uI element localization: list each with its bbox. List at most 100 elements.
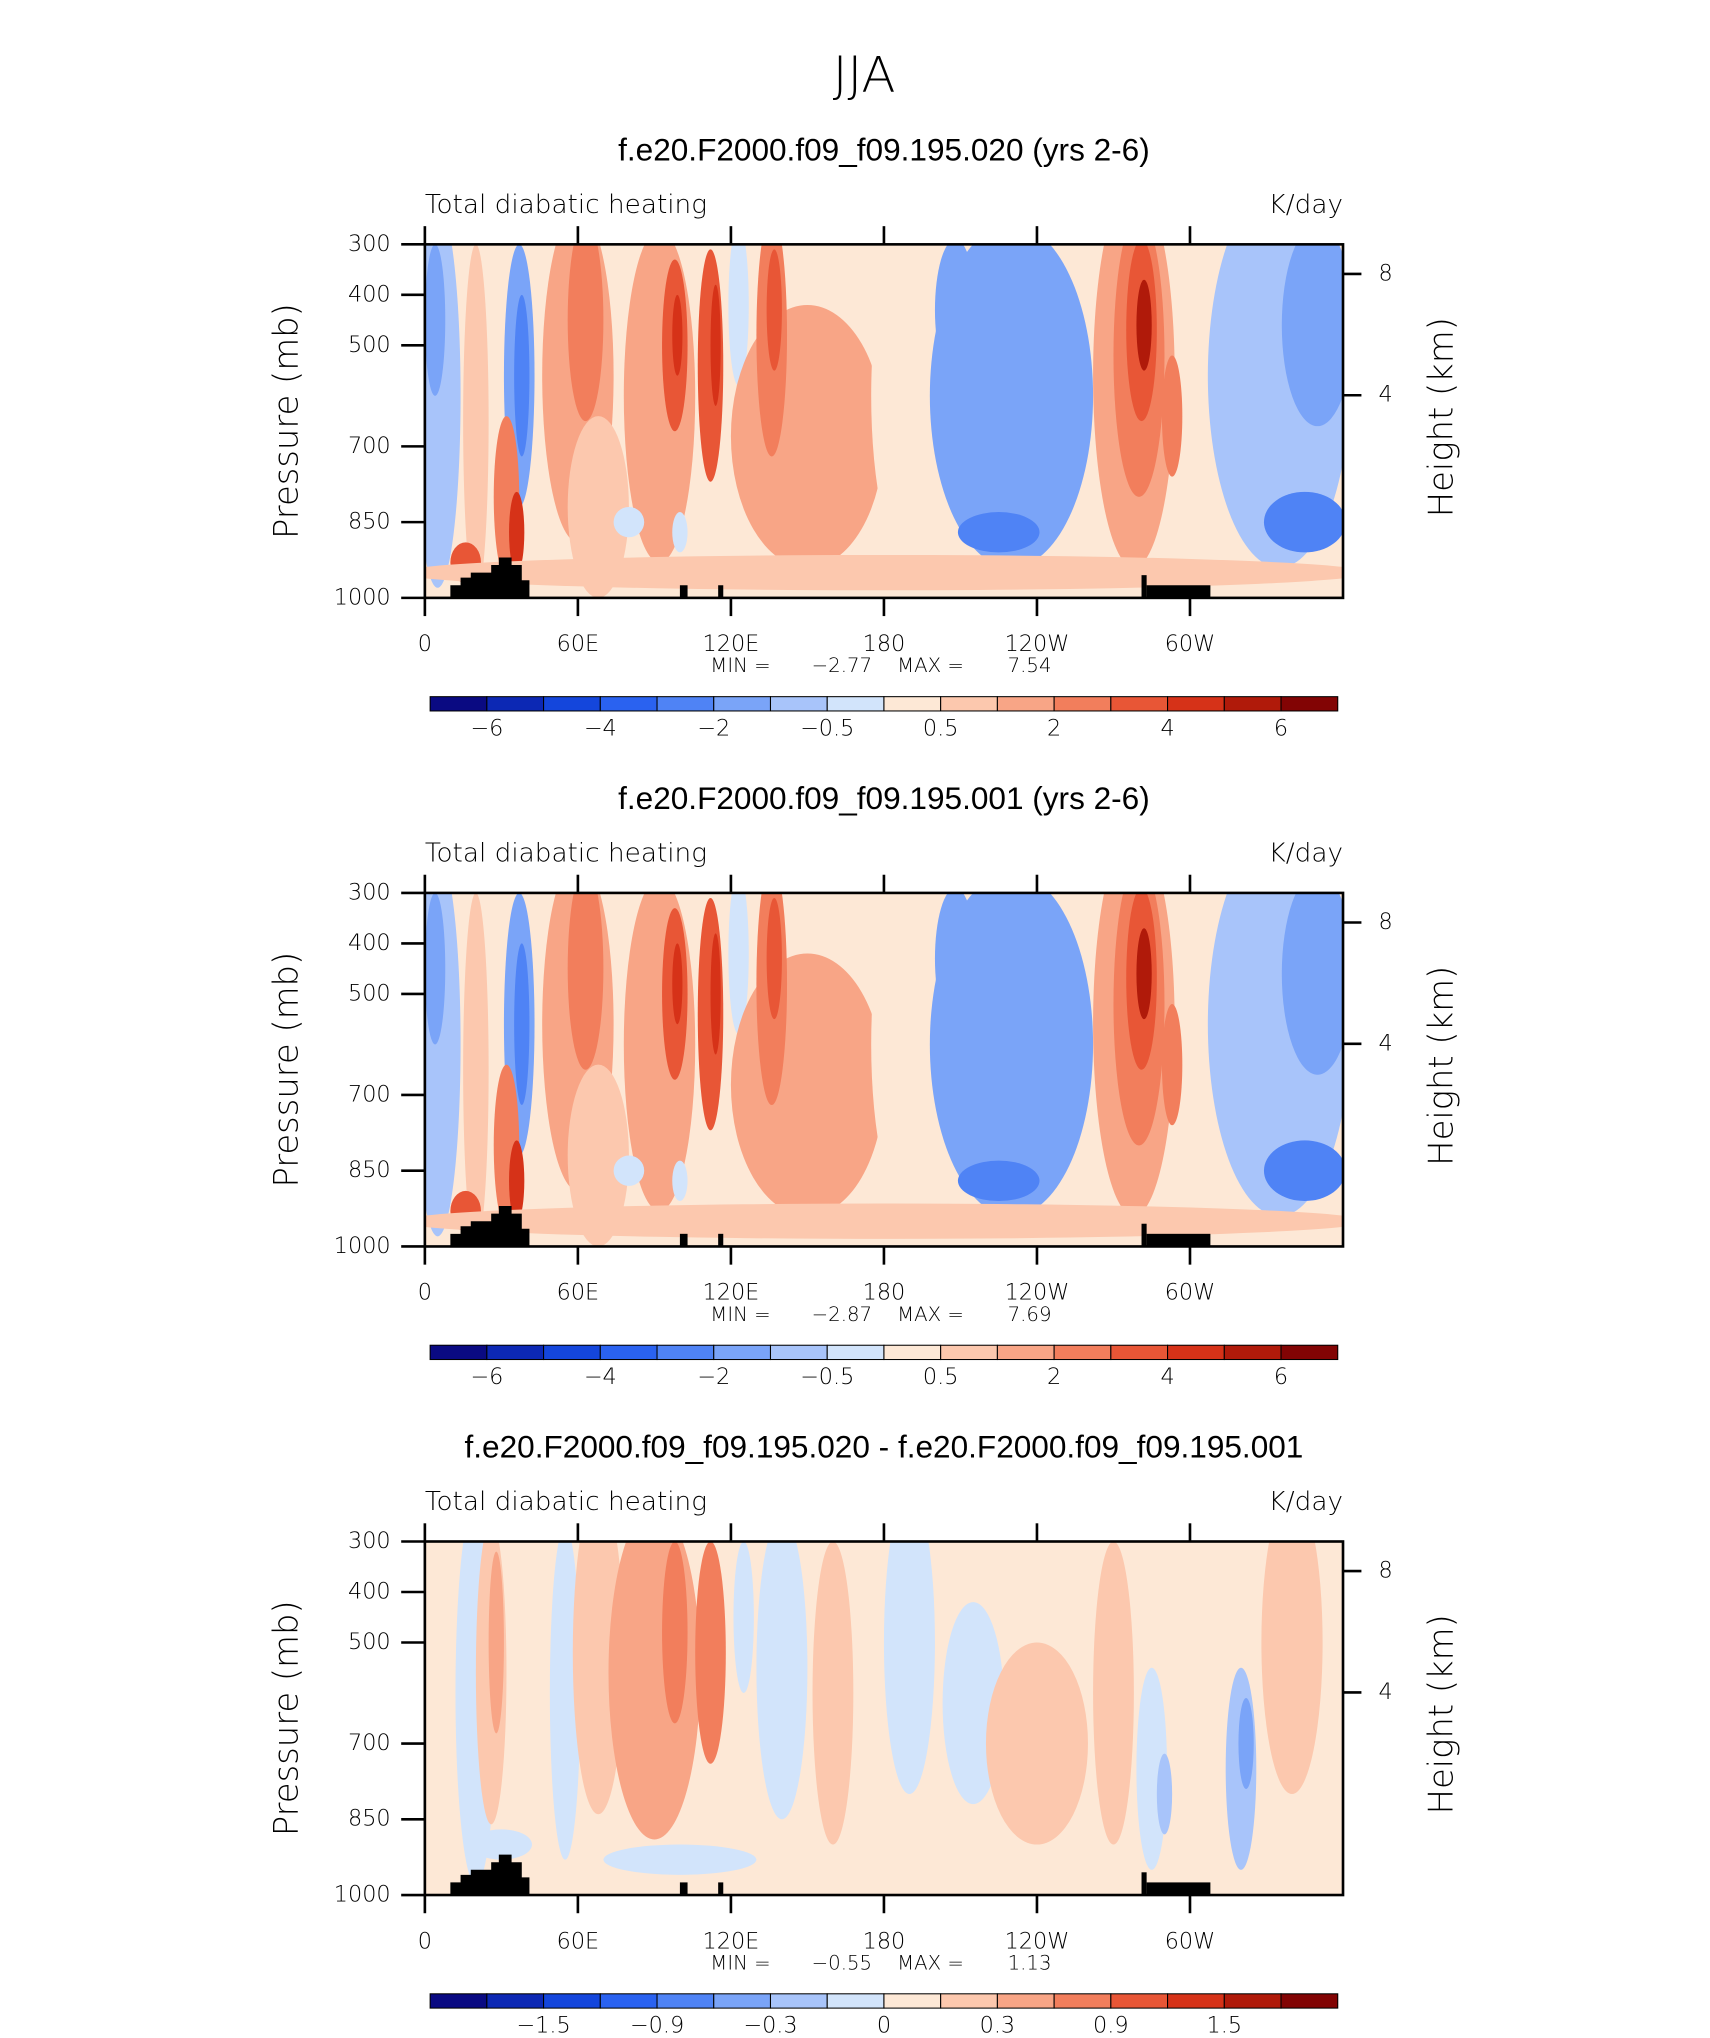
contour-region [549,1541,581,1860]
x-tick-label: 120E [703,1280,760,1306]
x-tick-label: 0 [418,1928,432,1954]
colorbar-label: −2 [697,1364,730,1390]
terrain [1146,1882,1211,1896]
colorbar-label: −4 [584,716,617,742]
contour-region [567,244,604,422]
contour-region [957,1160,1040,1202]
y2-tick-label: 4 [1379,382,1393,408]
contour-region [672,294,683,376]
contour-region [730,953,884,1217]
x-tick-label: 180 [863,1280,906,1306]
y-tick-label: 500 [348,1629,391,1655]
x-tick-label: 60E [557,631,600,657]
colorbar-box [1167,1344,1225,1361]
figure-title: JJA [833,46,896,104]
terrain [1146,1233,1211,1247]
contour-region [1263,491,1344,553]
contour-region [613,506,645,538]
colorbar-label: 4 [1160,716,1174,742]
terrain [718,1233,724,1247]
colorbar-box [1053,1993,1112,2009]
x-tick-label: 120W [1005,1280,1070,1306]
colorbar-box [826,1993,885,2009]
left-label: Total diabatic heating [425,1487,707,1517]
max-value: 1.13 [1008,1951,1052,1974]
colorbar-box [940,1993,998,2009]
contour-region [733,1541,754,1694]
y-tick-label: 400 [348,281,391,307]
colorbar-box [1280,1993,1339,2009]
contour-region [1136,928,1152,1020]
contour-region [710,284,721,406]
colorbar-box [656,696,715,712]
contour-region [1156,1753,1173,1835]
contour-region [613,1155,645,1186]
contour-field [424,1541,1344,1896]
y2-tick-label: 4 [1379,1679,1393,1705]
contour-region [1136,279,1152,371]
contour-region [934,244,976,381]
colorbar-box [996,1344,1055,1361]
contour-region [1238,1698,1254,1789]
colorbar-box [826,696,885,712]
colorbar-box [1223,1344,1282,1361]
terrain [1141,1872,1147,1896]
contour-region [812,1541,854,1845]
colorbar-box [656,1993,715,2009]
colorbar-label: 0 [877,2013,891,2038]
colorbar-box [543,696,601,712]
colorbar-box [996,1993,1055,2009]
colorbar-box [543,1344,601,1361]
y-tick-label: 850 [348,509,391,535]
terrain [718,585,724,598]
contour-region [985,1642,1088,1845]
contour-region [730,304,884,568]
x-tick-label: 60W [1165,1928,1216,1954]
contour-region [957,512,1040,553]
contour-region [509,491,525,573]
colorbar-label: −0.9 [630,2013,684,2038]
contour-region [883,1541,935,1794]
terrain [1146,585,1211,598]
x-tick-label: 180 [863,631,906,657]
colorbar-label: −6 [470,1364,503,1390]
contour-region [871,244,948,563]
contour-field [424,244,1344,598]
x-tick-label: 180 [863,1928,906,1954]
colorbar-box [486,696,545,712]
colorbar-box [883,1993,942,2009]
y-tick-label: 500 [348,981,391,1007]
terrain [679,585,688,598]
colorbar-box [1280,696,1339,712]
x-tick-label: 120E [703,1928,760,1954]
y-tick-label: 1000 [334,1233,391,1259]
colorbar-box [1053,1344,1112,1361]
colorbar-box [940,696,998,712]
panel-title: f.e20.F2000.f09_f09.195.020 - f.e20.F200… [465,1430,1304,1465]
contour-region [608,1541,701,1840]
y-tick-label: 700 [348,1082,391,1108]
y-tick-label: 850 [348,1806,391,1832]
contour-region [1161,355,1183,477]
min-value: −2.77 [812,654,872,677]
contour-region [463,244,489,598]
colorbar-label: 0.5 [923,716,959,742]
colorbar-box [1110,1344,1169,1361]
terrain [1141,1223,1147,1247]
contour-field [424,892,1344,1247]
contour-region [424,892,446,1045]
terrain [679,1882,688,1896]
y-tick-label: 850 [348,1157,391,1183]
colorbar-box [883,696,942,712]
min-label: MIN = [710,1951,770,1974]
contour-region [603,1844,757,1875]
colorbar-label: 1.5 [1207,2013,1243,2038]
x-tick-label: 60E [557,1928,600,1954]
x-tick-label: 120E [703,631,760,657]
left-label: Total diabatic heating [425,190,707,220]
y-tick-label: 400 [348,1579,391,1605]
right-label: K/day [1269,190,1343,220]
x-tick-label: 60E [557,1280,600,1306]
y-tick-label: 500 [348,332,391,358]
right-label: K/day [1269,1487,1343,1517]
